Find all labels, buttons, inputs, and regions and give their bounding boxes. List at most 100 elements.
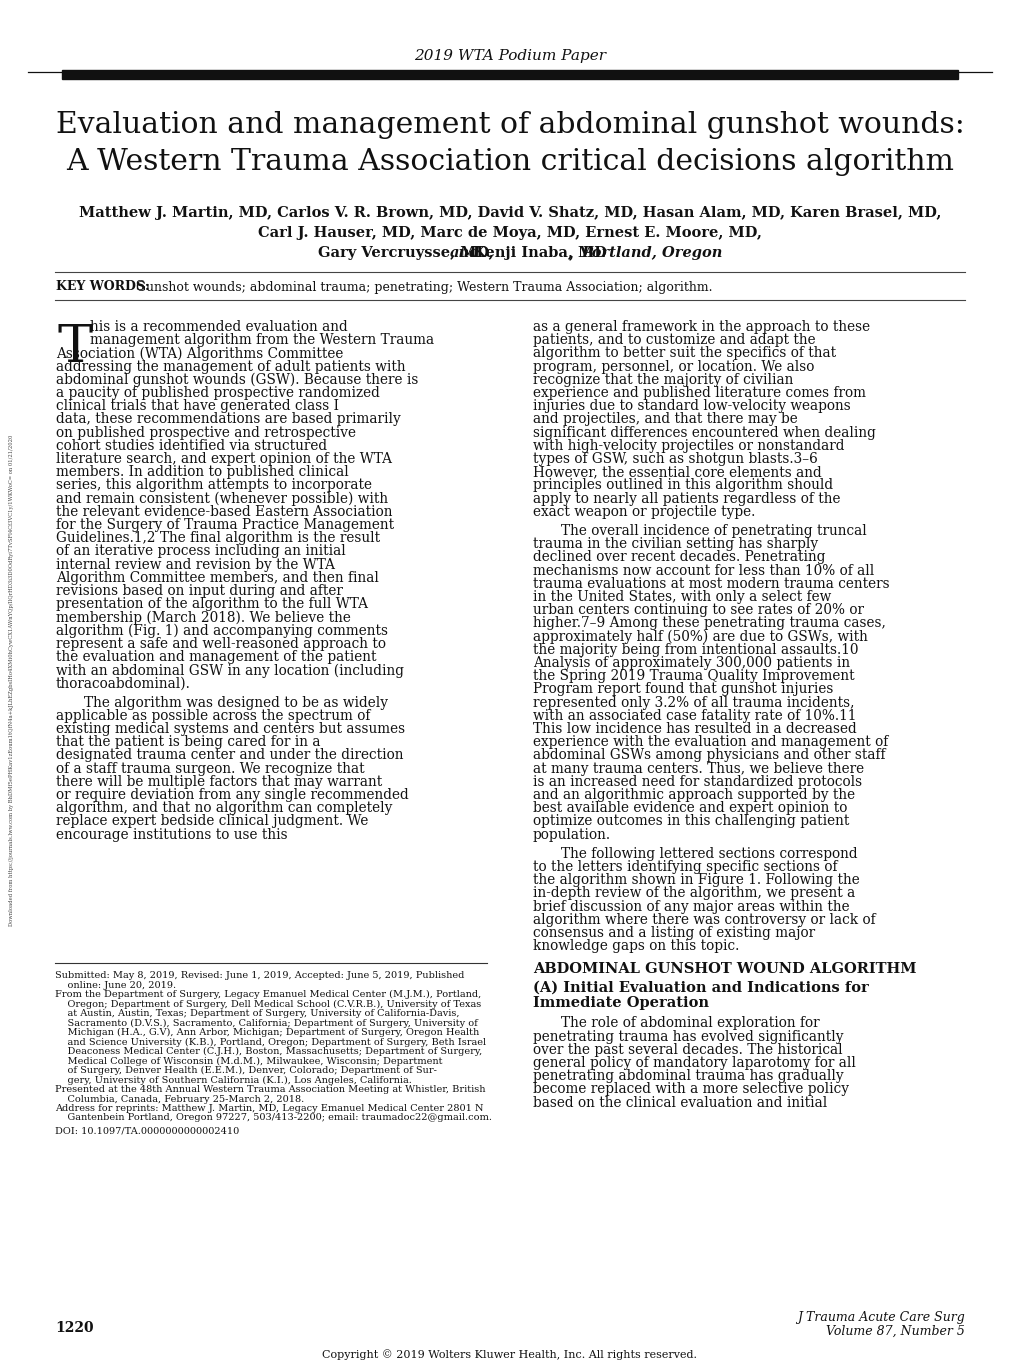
Text: abdominal gunshot wounds (GSW). Because there is: abdominal gunshot wounds (GSW). Because … bbox=[56, 373, 418, 388]
Text: However, the essential core elements and: However, the essential core elements and bbox=[533, 465, 821, 479]
Text: approximately half (50%) are due to GSWs, with: approximately half (50%) are due to GSWs… bbox=[533, 629, 867, 644]
Text: This low incidence has resulted in a decreased: This low incidence has resulted in a dec… bbox=[533, 722, 856, 736]
Text: Copyright © 2019 Wolters Kluwer Health, Inc. All rights reserved.: Copyright © 2019 Wolters Kluwer Health, … bbox=[322, 1350, 697, 1361]
Text: penetrating trauma has evolved significantly: penetrating trauma has evolved significa… bbox=[533, 1029, 843, 1044]
Text: Analysis of approximately 300,000 patients in: Analysis of approximately 300,000 patien… bbox=[533, 657, 849, 670]
Text: Sacramento (D.V.S.), Sacramento, California; Department of Surgery, University o: Sacramento (D.V.S.), Sacramento, Califor… bbox=[55, 1018, 477, 1028]
Text: Downloaded from https://journals.lww.com by BhDMf5ePHKav1zEoum1tQfN4a+kJLhEZgbsI: Downloaded from https://journals.lww.com… bbox=[9, 434, 14, 925]
Text: or require deviation from any single recommended: or require deviation from any single rec… bbox=[56, 788, 409, 803]
Text: online: June 20, 2019.: online: June 20, 2019. bbox=[55, 980, 176, 990]
Text: From the Department of Surgery, Legacy Emanuel Medical Center (M.J.M.), Portland: From the Department of Surgery, Legacy E… bbox=[55, 990, 481, 999]
Text: trauma in the civilian setting has sharply: trauma in the civilian setting has sharp… bbox=[533, 538, 817, 551]
Text: Deaconess Medical Center (C.J.H.), Boston, Massachusetts; Department of Surgery,: Deaconess Medical Center (C.J.H.), Bosto… bbox=[55, 1047, 482, 1057]
Text: The overall incidence of penetrating truncal: The overall incidence of penetrating tru… bbox=[560, 524, 866, 538]
Text: become replaced with a more selective policy: become replaced with a more selective po… bbox=[533, 1082, 848, 1096]
Text: encourage institutions to use this: encourage institutions to use this bbox=[56, 827, 287, 842]
Text: the evaluation and management of the patient: the evaluation and management of the pat… bbox=[56, 650, 376, 663]
Text: Medical College of Wisconsin (M.d.M.), Milwaukee, Wisconsin; Department: Medical College of Wisconsin (M.d.M.), M… bbox=[55, 1057, 442, 1066]
Text: over the past several decades. The historical: over the past several decades. The histo… bbox=[533, 1043, 842, 1057]
Text: population.: population. bbox=[533, 827, 610, 842]
Text: the Spring 2019 Trauma Quality Improvement: the Spring 2019 Trauma Quality Improveme… bbox=[533, 669, 854, 684]
Text: as a general framework in the approach to these: as a general framework in the approach t… bbox=[533, 319, 869, 334]
Text: with high-velocity projectiles or nonstandard: with high-velocity projectiles or nonsta… bbox=[533, 438, 844, 453]
Text: best available evidence and expert opinion to: best available evidence and expert opini… bbox=[533, 801, 847, 815]
Text: experience with the evaluation and management of: experience with the evaluation and manag… bbox=[533, 736, 888, 749]
Text: trauma evaluations at most modern trauma centers: trauma evaluations at most modern trauma… bbox=[533, 577, 889, 591]
Text: and an algorithmic approach supported by the: and an algorithmic approach supported by… bbox=[533, 788, 854, 803]
Text: KEY WORDS:: KEY WORDS: bbox=[56, 280, 150, 293]
Bar bbox=[62, 70, 957, 79]
Text: designated trauma center and under the direction: designated trauma center and under the d… bbox=[56, 748, 404, 763]
Text: (A) Initial Evaluation and Indications for: (A) Initial Evaluation and Indications f… bbox=[533, 980, 868, 994]
Text: series, this algorithm attempts to incorporate: series, this algorithm attempts to incor… bbox=[56, 478, 372, 493]
Text: The algorithm was designed to be as widely: The algorithm was designed to be as wide… bbox=[84, 696, 387, 710]
Text: mechanisms now account for less than 10% of all: mechanisms now account for less than 10%… bbox=[533, 564, 873, 577]
Text: addressing the management of adult patients with: addressing the management of adult patie… bbox=[56, 359, 406, 374]
Text: and projectiles, and that there may be: and projectiles, and that there may be bbox=[533, 412, 797, 426]
Text: algorithm (Fig. 1) and accompanying comments: algorithm (Fig. 1) and accompanying comm… bbox=[56, 624, 387, 637]
Text: DOI: 10.1097/TA.0000000000002410: DOI: 10.1097/TA.0000000000002410 bbox=[55, 1127, 239, 1136]
Text: applicable as possible across the spectrum of: applicable as possible across the spectr… bbox=[56, 708, 370, 723]
Text: Evaluation and management of abdominal gunshot wounds:: Evaluation and management of abdominal g… bbox=[55, 111, 964, 139]
Text: Columbia, Canada, February 25-March 2, 2018.: Columbia, Canada, February 25-March 2, 2… bbox=[55, 1095, 304, 1103]
Text: recognize that the majority of civilian: recognize that the majority of civilian bbox=[533, 373, 793, 386]
Text: significant differences encountered when dealing: significant differences encountered when… bbox=[533, 426, 875, 440]
Text: for the Surgery of Trauma Practice Management: for the Surgery of Trauma Practice Manag… bbox=[56, 517, 393, 532]
Text: general policy of mandatory laparotomy for all: general policy of mandatory laparotomy f… bbox=[533, 1057, 855, 1070]
Text: Matthew J. Martin, MD, Carlos V. R. Brown, MD, David V. Shatz, MD, Hasan Alam, M: Matthew J. Martin, MD, Carlos V. R. Brow… bbox=[78, 206, 941, 220]
Text: based on the clinical evaluation and initial: based on the clinical evaluation and ini… bbox=[533, 1096, 826, 1110]
Text: that the patient is being cared for in a: that the patient is being cared for in a bbox=[56, 736, 320, 749]
Text: of an iterative process including an initial: of an iterative process including an ini… bbox=[56, 545, 345, 558]
Text: his is a recommended evaluation and: his is a recommended evaluation and bbox=[90, 319, 347, 334]
Text: Oregon; Department of Surgery, Dell Medical School (C.V.R.B.), University of Tex: Oregon; Department of Surgery, Dell Medi… bbox=[55, 999, 481, 1009]
Text: Address for reprints: Matthew J. Martin, MD, Legacy Emanuel Medical Center 2801 : Address for reprints: Matthew J. Martin,… bbox=[55, 1104, 483, 1112]
Text: Portland, Oregon: Portland, Oregon bbox=[581, 246, 722, 259]
Text: Algorithm Committee members, and then final: Algorithm Committee members, and then fi… bbox=[56, 571, 378, 584]
Text: A Western Trauma Association critical decisions algorithm: A Western Trauma Association critical de… bbox=[66, 147, 953, 176]
Text: program, personnel, or location. We also: program, personnel, or location. We also bbox=[533, 359, 813, 374]
Text: Gantenbein Portland, Oregon 97227, 503/413-2200; email: traumadoc22@gmail.com.: Gantenbein Portland, Oregon 97227, 503/4… bbox=[55, 1114, 491, 1122]
Text: data, these recommendations are based primarily: data, these recommendations are based pr… bbox=[56, 412, 400, 426]
Text: presentation of the algorithm to the full WTA: presentation of the algorithm to the ful… bbox=[56, 598, 368, 612]
Text: Guidelines.1,2 The final algorithm is the result: Guidelines.1,2 The final algorithm is th… bbox=[56, 531, 380, 545]
Text: at many trauma centers. Thus, we believe there: at many trauma centers. Thus, we believe… bbox=[533, 762, 863, 775]
Text: a paucity of published prospective randomized: a paucity of published prospective rando… bbox=[56, 386, 379, 400]
Text: Volume 87, Number 5: Volume 87, Number 5 bbox=[825, 1324, 964, 1338]
Text: to the letters identifying specific sections of: to the letters identifying specific sect… bbox=[533, 860, 837, 874]
Text: algorithm where there was controversy or lack of: algorithm where there was controversy or… bbox=[533, 913, 874, 927]
Text: and Science University (K.B.), Portland, Oregon; Department of Surgery, Beth Isr: and Science University (K.B.), Portland,… bbox=[55, 1037, 486, 1047]
Text: in-depth review of the algorithm, we present a: in-depth review of the algorithm, we pre… bbox=[533, 886, 854, 901]
Text: optimize outcomes in this challenging patient: optimize outcomes in this challenging pa… bbox=[533, 815, 849, 829]
Text: Gunshot wounds; abdominal trauma; penetrating; Western Trauma Association; algor: Gunshot wounds; abdominal trauma; penetr… bbox=[131, 280, 712, 293]
Text: Association (WTA) Algorithms Committee: Association (WTA) Algorithms Committee bbox=[56, 347, 343, 360]
Text: represented only 3.2% of all trauma incidents,: represented only 3.2% of all trauma inci… bbox=[533, 696, 854, 710]
Text: clinical trials that have generated class I: clinical trials that have generated clas… bbox=[56, 399, 338, 414]
Text: with an abdominal GSW in any location (including: with an abdominal GSW in any location (i… bbox=[56, 663, 404, 677]
Text: injuries due to standard low-velocity weapons: injuries due to standard low-velocity we… bbox=[533, 399, 850, 414]
Text: literature search, and expert opinion of the WTA: literature search, and expert opinion of… bbox=[56, 452, 391, 465]
Text: of Surgery, Denver Health (E.E.M.), Denver, Colorado; Department of Sur-: of Surgery, Denver Health (E.E.M.), Denv… bbox=[55, 1066, 436, 1076]
Text: algorithm, and that no algorithm can completely: algorithm, and that no algorithm can com… bbox=[56, 801, 392, 815]
Text: J Trauma Acute Care Surg: J Trauma Acute Care Surg bbox=[797, 1312, 964, 1324]
Text: and remain consistent (whenever possible) with: and remain consistent (whenever possible… bbox=[56, 491, 388, 506]
Text: on published prospective and retrospective: on published prospective and retrospecti… bbox=[56, 426, 356, 440]
Text: Submitted: May 8, 2019, Revised: June 1, 2019, Accepted: June 5, 2019, Published: Submitted: May 8, 2019, Revised: June 1,… bbox=[55, 971, 464, 980]
Text: apply to nearly all patients regardless of the: apply to nearly all patients regardless … bbox=[533, 491, 840, 505]
Text: abdominal GSWs among physicians and other staff: abdominal GSWs among physicians and othe… bbox=[533, 748, 884, 763]
Text: types of GSW, such as shotgun blasts.3–6: types of GSW, such as shotgun blasts.3–6 bbox=[533, 452, 817, 465]
Text: Carl J. Hauser, MD, Marc de Moya, MD, Ernest E. Moore, MD,: Carl J. Hauser, MD, Marc de Moya, MD, Er… bbox=[258, 227, 761, 240]
Text: experience and published literature comes from: experience and published literature come… bbox=[533, 386, 865, 400]
Text: in the United States, with only a select few: in the United States, with only a select… bbox=[533, 590, 830, 603]
Text: the algorithm shown in Figure 1. Following the: the algorithm shown in Figure 1. Followi… bbox=[533, 874, 859, 887]
Text: the relevant evidence-based Eastern Association: the relevant evidence-based Eastern Asso… bbox=[56, 505, 392, 519]
Text: replace expert bedside clinical judgment. We: replace expert bedside clinical judgment… bbox=[56, 815, 368, 829]
Text: algorithm to better suit the specifics of that: algorithm to better suit the specifics o… bbox=[533, 347, 836, 360]
Text: penetrating abdominal trauma has gradually: penetrating abdominal trauma has gradual… bbox=[533, 1069, 843, 1084]
Text: brief discussion of any major areas within the: brief discussion of any major areas with… bbox=[533, 900, 849, 913]
Text: existing medical systems and centers but assumes: existing medical systems and centers but… bbox=[56, 722, 405, 736]
Text: internal review and revision by the WTA: internal review and revision by the WTA bbox=[56, 557, 334, 572]
Text: cohort studies identified via structured: cohort studies identified via structured bbox=[56, 438, 327, 453]
Text: urban centers continuing to see rates of 20% or: urban centers continuing to see rates of… bbox=[533, 603, 863, 617]
Text: 1220: 1220 bbox=[55, 1321, 94, 1335]
Text: members. In addition to published clinical: members. In addition to published clinic… bbox=[56, 465, 348, 479]
